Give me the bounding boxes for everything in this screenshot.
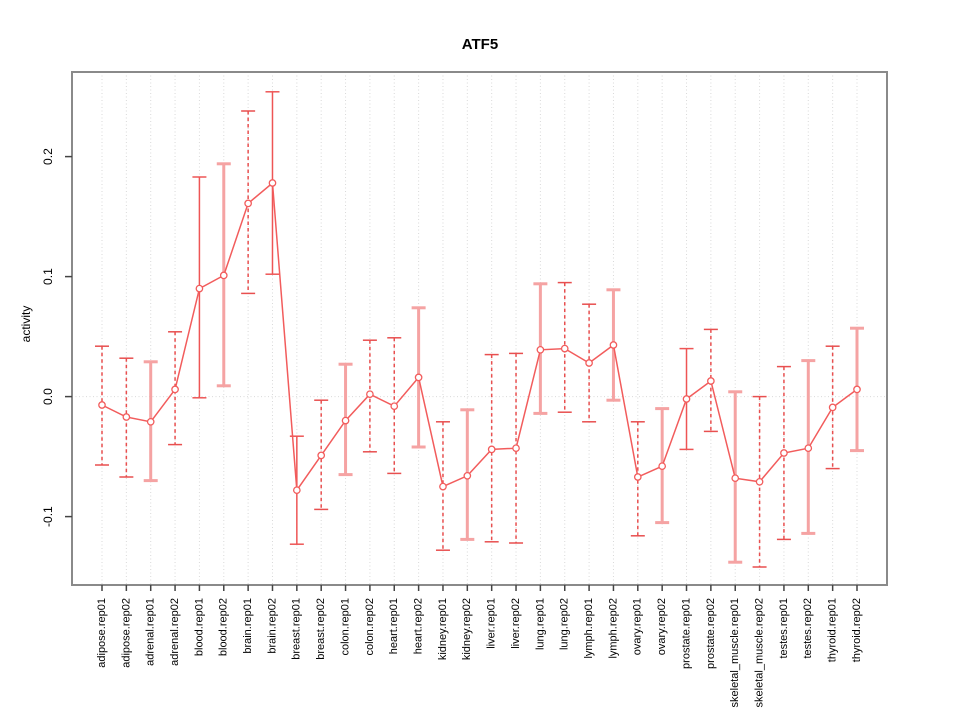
data-point — [98, 401, 106, 409]
data-point — [755, 477, 764, 486]
x-tick-label: adrenal.rep01 — [145, 598, 157, 666]
data-point — [536, 345, 545, 354]
x-tick-label: testes.rep02 — [802, 598, 814, 659]
y-tick-label: 0.0 — [41, 388, 55, 405]
x-tick-label: thyroid.rep02 — [851, 598, 863, 662]
x-tick-label: lymph.rep01 — [583, 598, 595, 659]
x-tick-label: prostate.rep01 — [680, 598, 692, 669]
x-tick-label: lung.rep02 — [559, 598, 571, 650]
data-point — [390, 402, 399, 411]
data-point — [804, 444, 813, 453]
x-tick-label: blood.rep02 — [218, 598, 230, 656]
data-point — [731, 474, 740, 483]
data-point — [414, 373, 423, 382]
x-tick-label: lymph.rep02 — [607, 598, 619, 659]
x-tick-label: testes.rep01 — [778, 598, 790, 659]
y-tick-label: 0.2 — [41, 148, 55, 165]
data-point — [707, 377, 715, 385]
data-point — [658, 462, 667, 471]
plot-frame — [71, 71, 888, 586]
data-point — [828, 403, 837, 412]
data-point — [292, 486, 301, 495]
y-tick-label: 0.1 — [41, 268, 55, 285]
y-tick-label: -0.1 — [41, 506, 55, 527]
data-point — [171, 385, 179, 394]
data-point — [317, 451, 326, 460]
x-tick-label: brain.rep01 — [242, 598, 254, 654]
x-tick-label: lung.rep01 — [534, 598, 546, 650]
data-point — [244, 199, 252, 208]
chart-title: ATF5 — [461, 36, 499, 53]
data-point — [853, 385, 861, 394]
data-point — [609, 341, 618, 349]
data-point — [341, 416, 350, 425]
data-point — [780, 449, 788, 457]
x-tick-label: breast.rep01 — [291, 598, 303, 660]
x-tick-label: thyroid.rep01 — [827, 598, 839, 662]
activity-series-line — [101, 181, 858, 493]
x-tick-label: ovary.rep02 — [656, 598, 668, 655]
x-tick-label: brain.rep02 — [266, 598, 278, 654]
data-point — [268, 179, 277, 187]
x-tick-label: adipose.rep01 — [96, 598, 108, 668]
data-point — [439, 482, 447, 491]
data-point — [560, 344, 569, 353]
data-point — [585, 359, 593, 367]
x-tick-label: heart.rep01 — [388, 598, 400, 654]
data-point — [512, 444, 520, 453]
data-point — [122, 413, 131, 421]
x-tick-label: kidney.rep01 — [437, 598, 449, 660]
x-tick-label: liver.rep01 — [486, 598, 498, 649]
data-point — [195, 284, 204, 293]
x-tick-label: adipose.rep02 — [120, 598, 132, 668]
x-tick-label: adrenal.rep02 — [169, 598, 181, 666]
x-tick-label: skeletal_muscle.rep01 — [729, 598, 741, 707]
x-tick-label: blood.rep01 — [193, 598, 205, 656]
x-tick-label: prostate.rep02 — [705, 598, 717, 669]
x-tick-label: colon.rep01 — [339, 598, 351, 656]
data-point — [146, 417, 155, 426]
x-tick-label: heart.rep02 — [413, 598, 425, 654]
data-point — [463, 471, 472, 480]
x-tick-label: breast.rep02 — [315, 598, 327, 660]
data-point — [366, 390, 374, 399]
data-point — [219, 271, 228, 280]
x-tick-label: colon.rep02 — [364, 598, 376, 656]
data-point — [682, 395, 691, 403]
x-tick-label: skeletal_muscle.rep02 — [753, 598, 765, 707]
x-tick-label: kidney.rep02 — [461, 598, 473, 660]
x-tick-label: ovary.rep01 — [632, 598, 644, 655]
data-point — [633, 473, 642, 481]
data-point — [487, 445, 496, 454]
x-tick-label: liver.rep02 — [510, 598, 522, 649]
